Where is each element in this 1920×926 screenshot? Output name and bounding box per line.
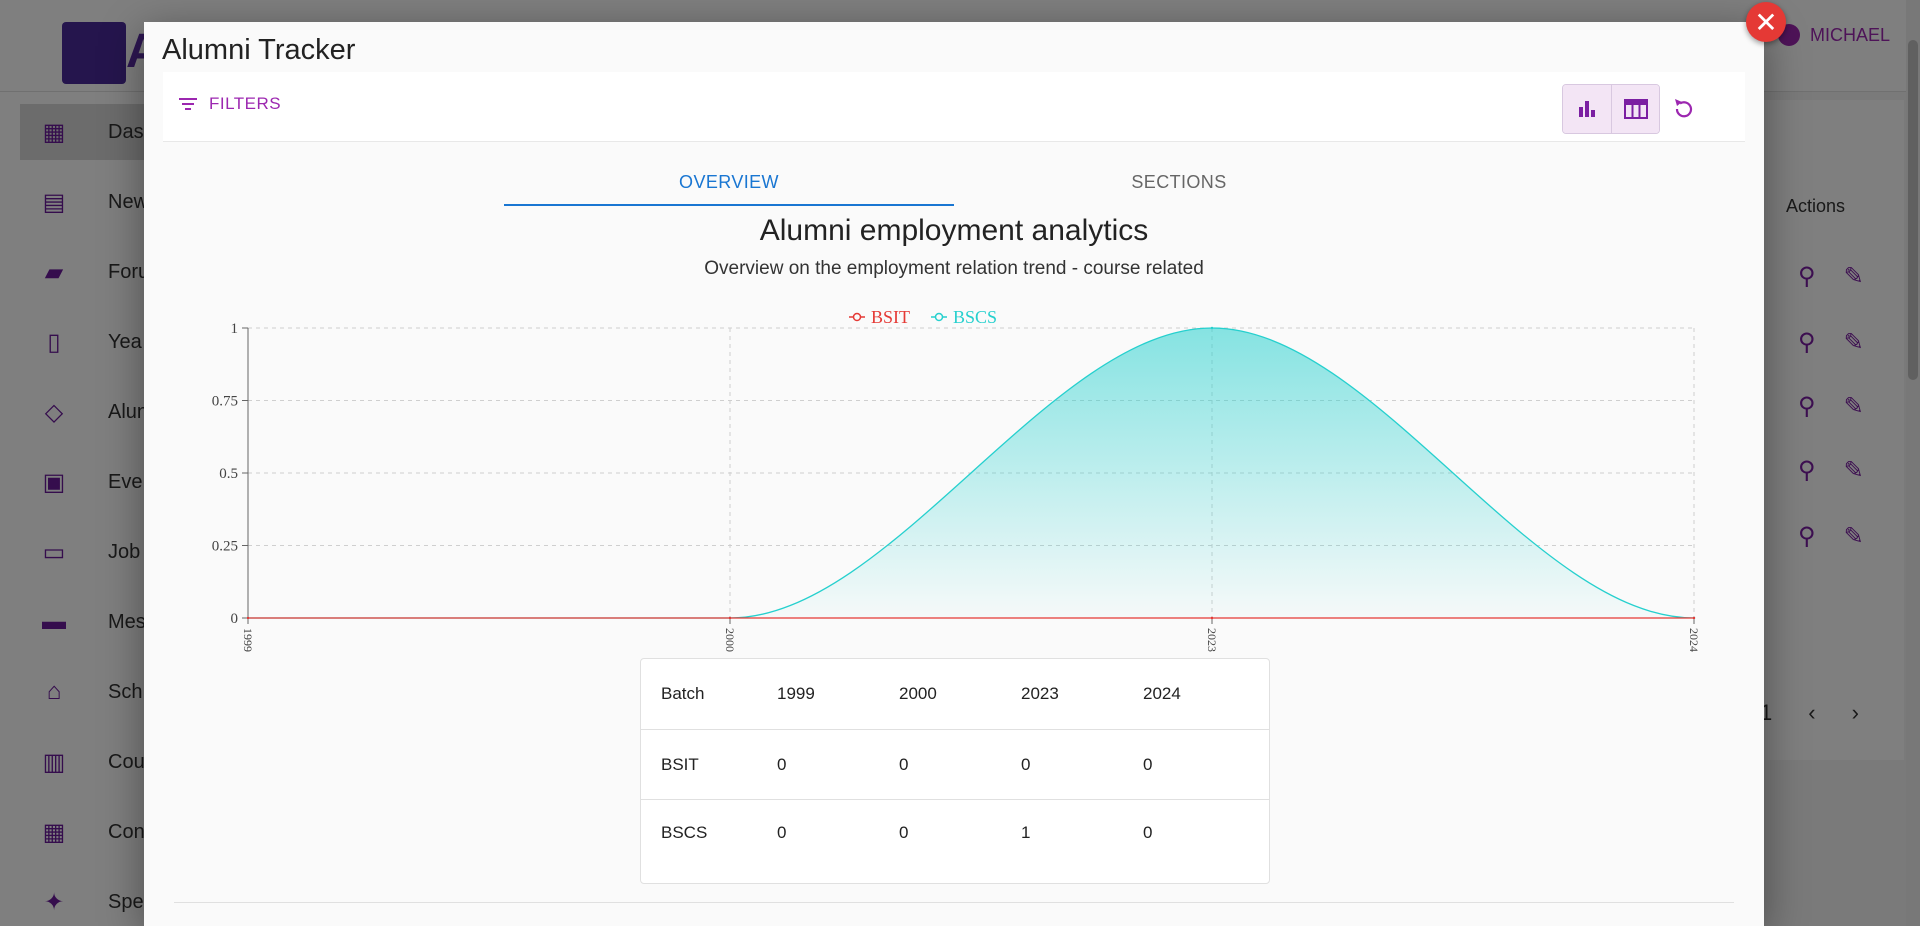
table-cell: BSIT xyxy=(661,754,699,774)
x-tick-label: 2000 xyxy=(723,628,737,652)
chart-view-button[interactable] xyxy=(1563,85,1611,133)
table-row: BSIT 0 0 0 0 xyxy=(641,730,1269,800)
table-view-button[interactable] xyxy=(1611,85,1659,133)
y-tick-label: 0.75 xyxy=(212,394,238,410)
view-toggle-group xyxy=(1562,84,1660,134)
table-cell: BSCS xyxy=(661,823,708,842)
y-tick-label: 0.25 xyxy=(212,539,238,555)
data-point-bsit xyxy=(1692,616,1696,620)
filters-label: FILTERS xyxy=(209,94,282,113)
y-tick-label: 0 xyxy=(231,611,239,627)
table-cell: 1 xyxy=(1021,823,1031,842)
refresh-icon xyxy=(1675,99,1693,118)
data-point-bscs xyxy=(1210,326,1214,330)
close-icon: ✕ xyxy=(1754,6,1778,38)
chart-title: Alumni employment analytics xyxy=(759,214,1149,247)
tab-sections[interactable]: SECTIONS xyxy=(1131,172,1227,192)
table-header-cell: 2024 xyxy=(1143,684,1181,703)
bar-chart-icon xyxy=(1579,101,1595,117)
table-header-cell: Batch xyxy=(661,684,705,703)
chart-subtitle: Overview on the employment relation tren… xyxy=(704,258,1204,279)
table-cell: 0 xyxy=(1021,754,1031,774)
table-header-cell: 2000 xyxy=(899,684,937,703)
table-cell: 0 xyxy=(899,823,909,842)
table-cell: 0 xyxy=(1143,754,1153,774)
table-cell: 0 xyxy=(1143,823,1153,842)
filters-button[interactable]: FILTERS xyxy=(179,94,281,114)
data-point-bsit xyxy=(1210,616,1214,620)
x-tick-label: 1999 xyxy=(241,628,255,652)
close-modal-button[interactable]: ✕ xyxy=(1746,2,1786,42)
tab-overview[interactable]: OVERVIEW xyxy=(504,152,954,206)
legend-marker xyxy=(934,312,944,322)
alumni-tracker-modal: Alumni Tracker FILTERS xyxy=(144,22,1764,926)
x-tick-label: 2024 xyxy=(1687,628,1701,652)
batch-table: Batch 1999 2000 2023 2024 BSIT 0 0 0 0 B… xyxy=(640,658,1270,884)
y-tick-label: 1 xyxy=(231,321,239,337)
table-header-cell: 1999 xyxy=(777,684,815,703)
employment-chart: 0 0.25 0.5 0.75 1 1999 2000 2023 2024 BSIT BSCS xyxy=(212,307,1701,652)
reset-button[interactable] xyxy=(1669,94,1699,124)
modal-toolbar: FILTERS xyxy=(163,72,1745,142)
table-cell: 0 xyxy=(777,823,787,842)
legend-label-bsit: BSIT xyxy=(871,307,910,327)
y-tick-label: 0.5 xyxy=(219,466,238,482)
table-cell: 0 xyxy=(777,754,787,774)
table-header-cell: 2023 xyxy=(1021,684,1059,703)
table-row: BSCS 0 0 1 0 xyxy=(641,800,1269,866)
data-point-bsit xyxy=(246,616,250,620)
x-tick-label: 2023 xyxy=(1205,628,1219,652)
table-icon xyxy=(1623,99,1648,119)
legend-label-bscs: BSCS xyxy=(953,307,997,327)
table-cell: 0 xyxy=(899,754,909,774)
filter-icon xyxy=(179,97,197,111)
table-header-row: Batch 1999 2000 2023 2024 xyxy=(641,659,1269,730)
data-point-bsit xyxy=(728,616,732,620)
divider xyxy=(174,902,1734,903)
modal-title: Alumni Tracker xyxy=(162,34,356,66)
modal-tabs: OVERVIEW SECTIONS xyxy=(504,152,1404,206)
legend-marker xyxy=(852,312,862,322)
